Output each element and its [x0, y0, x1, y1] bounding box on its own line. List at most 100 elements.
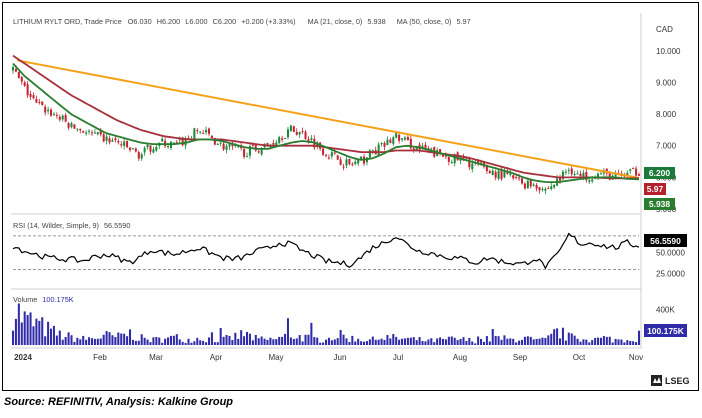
volume-bar — [219, 328, 222, 345]
candle-body — [70, 123, 73, 128]
candle-body — [184, 138, 187, 146]
volume-bar — [450, 336, 453, 345]
rsi-panel — [12, 232, 640, 269]
rsi-legend-value: 56.5590 — [104, 221, 130, 230]
candle-body — [471, 163, 474, 170]
candle-body — [558, 177, 562, 181]
candle-body — [298, 132, 301, 135]
ohlc-close-key: C — [213, 17, 218, 26]
candle-body — [345, 159, 348, 166]
volume-bar — [611, 342, 614, 345]
volume-bar — [38, 320, 41, 345]
candle-body — [564, 171, 567, 173]
candle-body — [415, 146, 418, 151]
candle-body — [512, 175, 515, 179]
time-axis-label-apr: Apr — [210, 353, 223, 362]
volume-bar — [93, 338, 96, 345]
price-badge-text: 6.200 — [649, 168, 671, 178]
volume-bar — [371, 336, 374, 345]
candle-body — [105, 136, 108, 141]
volume-bar — [304, 334, 307, 345]
volume-bar — [608, 336, 611, 345]
volume-bar — [181, 341, 184, 345]
volume-bar — [374, 339, 377, 345]
volume-bar — [35, 318, 38, 345]
volume-bar — [518, 340, 521, 345]
ohlc-low-key: L — [185, 17, 189, 26]
volume-bar — [597, 337, 600, 345]
candle-body — [447, 157, 450, 162]
volume-bar — [576, 338, 579, 345]
candle-body — [614, 173, 617, 177]
candle-body — [477, 160, 480, 164]
volume-bar — [591, 340, 594, 345]
ma50-legend-label: MA (50, close, 0) — [397, 17, 452, 26]
candle-body — [85, 132, 88, 134]
volume-bar — [398, 339, 401, 345]
price-badge-bg — [644, 167, 675, 179]
volume-bar — [90, 338, 94, 345]
candle-body — [88, 130, 91, 132]
stock-chart[interactable]: 2024 Feb Mar Apr May Jun Jul Aug Sep Oct Nov 10.000… — [3, 3, 698, 390]
candle-body — [386, 139, 389, 146]
candle-body — [286, 129, 289, 138]
volume-bar — [245, 331, 249, 345]
lseg-logo: LSEG — [651, 375, 690, 386]
candle-body — [503, 170, 506, 178]
volume-bar — [178, 339, 181, 345]
candle-body — [245, 156, 249, 158]
candle-body — [588, 179, 591, 182]
candle-body — [307, 139, 310, 142]
volume-bar — [380, 338, 383, 345]
ma50-badge-bg — [644, 183, 666, 195]
volume-bar — [257, 338, 260, 345]
volume-bar — [11, 330, 15, 345]
volume-bar — [494, 335, 497, 345]
candle-body — [304, 131, 307, 139]
volume-bar — [395, 336, 398, 345]
time-axis-label-sep: Sep — [513, 353, 528, 362]
candle-body — [93, 132, 96, 134]
volume-bar — [243, 336, 246, 345]
time-axis-label-2024: 2024 — [14, 353, 32, 362]
candle-body — [181, 137, 184, 146]
candle-body — [251, 144, 254, 146]
candle-body — [406, 136, 409, 141]
candle-body — [73, 124, 76, 129]
volume-bar — [17, 303, 20, 345]
volume-bar — [213, 342, 216, 345]
candle-body — [383, 142, 386, 147]
price-axis-tick: 7.000 — [656, 142, 677, 151]
volume-bar — [114, 337, 117, 345]
candle-body — [47, 109, 50, 112]
candle-body — [11, 67, 15, 71]
candle-body — [76, 128, 79, 130]
volume-badge-bg — [644, 324, 687, 337]
volume-bar — [357, 338, 360, 345]
volume-bar — [430, 338, 433, 345]
lseg-logo-text: LSEG — [665, 376, 690, 386]
candle-body — [573, 173, 576, 175]
currency-label: CAD — [656, 25, 673, 34]
volume-badge-text: 100.175K — [647, 326, 685, 336]
volume-bar — [105, 331, 108, 345]
candle-body — [395, 133, 398, 138]
candle-body — [254, 144, 257, 151]
volume-bar — [526, 336, 529, 345]
candle-body — [99, 130, 102, 135]
volume-bar — [368, 339, 371, 345]
candle-body — [275, 142, 278, 145]
volume-bar — [207, 337, 211, 345]
volume-bar — [88, 337, 91, 345]
volume-bar — [295, 338, 298, 345]
volume-bar — [509, 338, 512, 345]
volume-bar — [286, 318, 289, 345]
candle-body — [599, 173, 602, 175]
candle-body — [547, 188, 550, 190]
volume-legend-value: 100.175K — [42, 295, 73, 304]
candle-body — [123, 141, 126, 147]
ma50-legend-value: 5.97 — [456, 17, 470, 26]
candle-body — [284, 138, 287, 140]
candle-body — [330, 152, 333, 157]
volume-bar — [126, 336, 129, 345]
